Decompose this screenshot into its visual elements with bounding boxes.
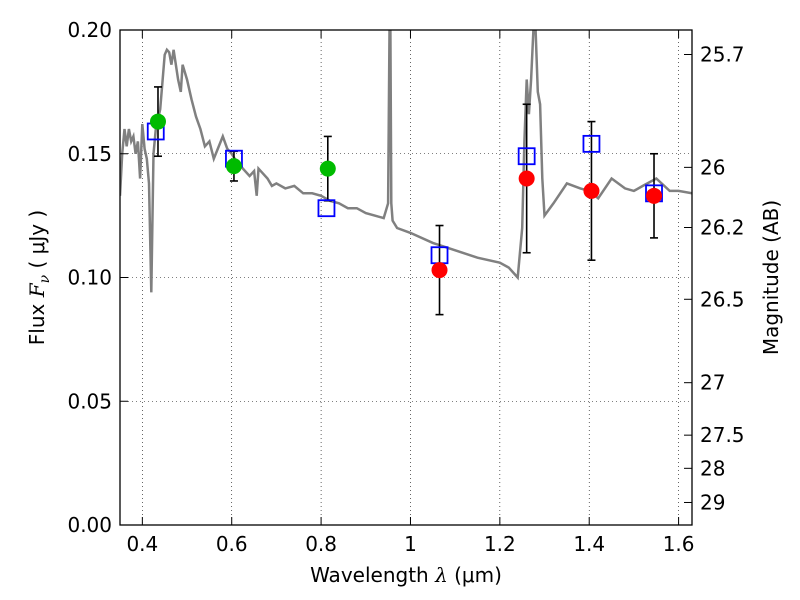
- nir-data-point: [646, 187, 663, 204]
- right-tick-label: 27.5: [700, 423, 745, 447]
- y-tick-label: 0.10: [67, 266, 112, 290]
- right-axis-label: Magnitude (AB): [759, 200, 783, 355]
- y-tick-label: 0.20: [67, 18, 112, 42]
- right-tick-label: 26: [700, 155, 725, 179]
- y-axis-label: Flux Fν ( μJy ): [25, 210, 53, 345]
- x-tick-label: 1.6: [663, 532, 695, 556]
- right-tick-label: 25.7: [700, 43, 745, 67]
- ticks-layer: [120, 29, 692, 526]
- y-tick-label: 0.00: [67, 513, 112, 537]
- nir-data-point: [583, 182, 600, 199]
- grid: [120, 30, 692, 525]
- x-tick-label: 0.4: [126, 532, 158, 556]
- y-axis-label-symbol: F: [25, 282, 49, 298]
- tick-labels-layer: 0.4 0.6 0.8 1 1.2 1.4 1.6 0.00 0.05 0.10 0.15 0.20 2…: [67, 18, 744, 556]
- optical-data-point: [319, 160, 336, 177]
- nir-data-point: [431, 262, 448, 279]
- x-tick-label: 0.6: [216, 532, 248, 556]
- points-layer: [146, 113, 663, 279]
- y-tick-label: 0.15: [67, 142, 112, 166]
- right-tick-label: 28: [700, 456, 725, 480]
- x-axis-label-unit: (μm): [448, 563, 502, 587]
- y-axis-label-subscript: ν: [37, 274, 53, 283]
- right-tick-label: 26.2: [700, 216, 745, 240]
- x-tick-label: 0.8: [305, 532, 337, 556]
- x-tick-label: 1: [404, 532, 417, 556]
- plot-frame: [119, 29, 693, 526]
- optical-data-point: [149, 113, 166, 130]
- y-tick-label: 0.05: [67, 389, 112, 413]
- model-bandpass-square: [517, 147, 536, 166]
- x-axis-label-symbol: λ: [434, 563, 448, 587]
- x-axis-label: Wavelength λ (μm): [310, 563, 502, 587]
- model-bandpass-square: [317, 199, 336, 218]
- model-spectrum-line: [120, 30, 692, 293]
- nir-data-point: [518, 170, 535, 187]
- model-spectrum-layer: [120, 30, 692, 293]
- y-axis-label-unit: ( μJy ): [25, 210, 49, 275]
- right-tick-label: 26.5: [700, 287, 745, 311]
- errorbars-layer: [153, 86, 659, 316]
- model-bandpass-square: [582, 134, 601, 153]
- x-axis-label-prefix: Wavelength: [310, 563, 435, 587]
- right-tick-label: 29: [700, 490, 725, 514]
- x-tick-label: 1.2: [484, 532, 516, 556]
- y-axis-label-prefix: Flux: [25, 297, 49, 345]
- right-tick-label: 27: [700, 371, 725, 395]
- optical-data-point: [225, 158, 242, 175]
- x-tick-label: 1.4: [573, 532, 605, 556]
